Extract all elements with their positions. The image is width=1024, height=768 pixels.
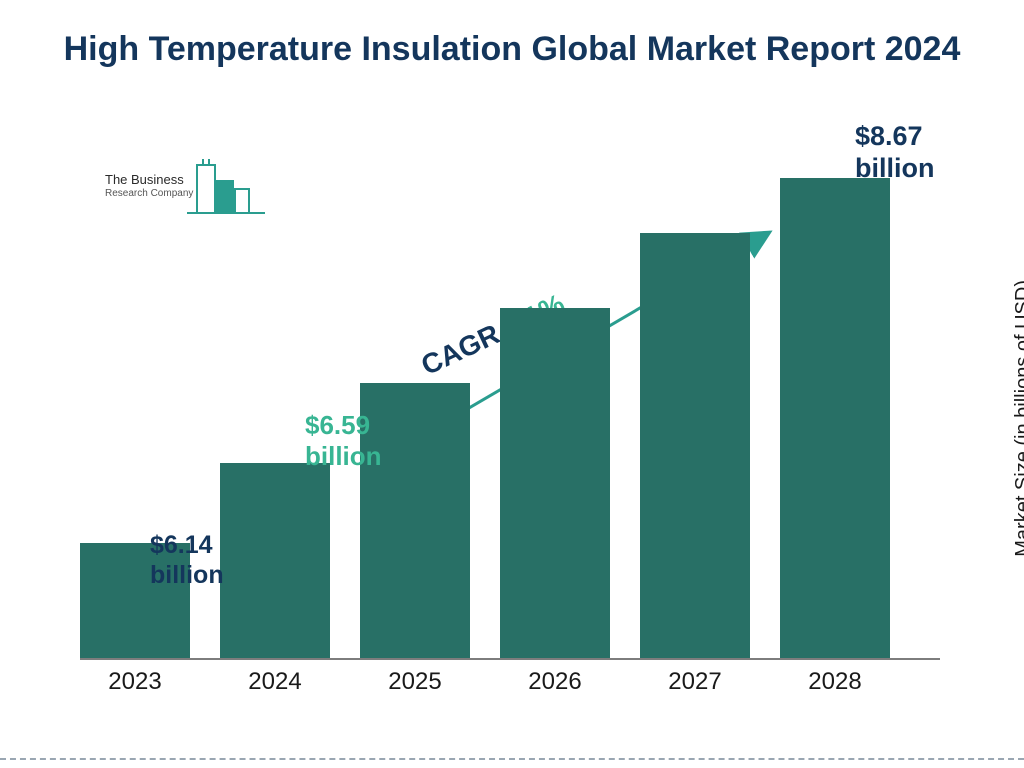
- x-axis-label: 2027: [640, 668, 750, 696]
- chart-area: CAGR 7.1% 202320242025202620272028$6.14b…: [80, 140, 940, 700]
- bar: [220, 463, 330, 658]
- chart-title: High Temperature Insulation Global Marke…: [0, 28, 1024, 71]
- value-label: $8.67 billion: [855, 120, 940, 185]
- x-axis-label: 2026: [500, 668, 610, 696]
- bar: [500, 308, 610, 658]
- x-axis-label: 2025: [360, 668, 470, 696]
- x-axis-label: 2024: [220, 668, 330, 696]
- value-label: $6.14billion: [150, 530, 224, 590]
- footer-divider: [0, 758, 1024, 760]
- value-label: $6.59billion: [305, 410, 382, 472]
- x-axis-label: 2028: [780, 668, 890, 696]
- bar: [640, 233, 750, 658]
- bar: [780, 178, 890, 658]
- x-axis-label: 2023: [80, 668, 190, 696]
- chart-container: High Temperature Insulation Global Marke…: [0, 0, 1024, 768]
- y-axis-label: Market Size (in billions of USD): [1012, 280, 1024, 557]
